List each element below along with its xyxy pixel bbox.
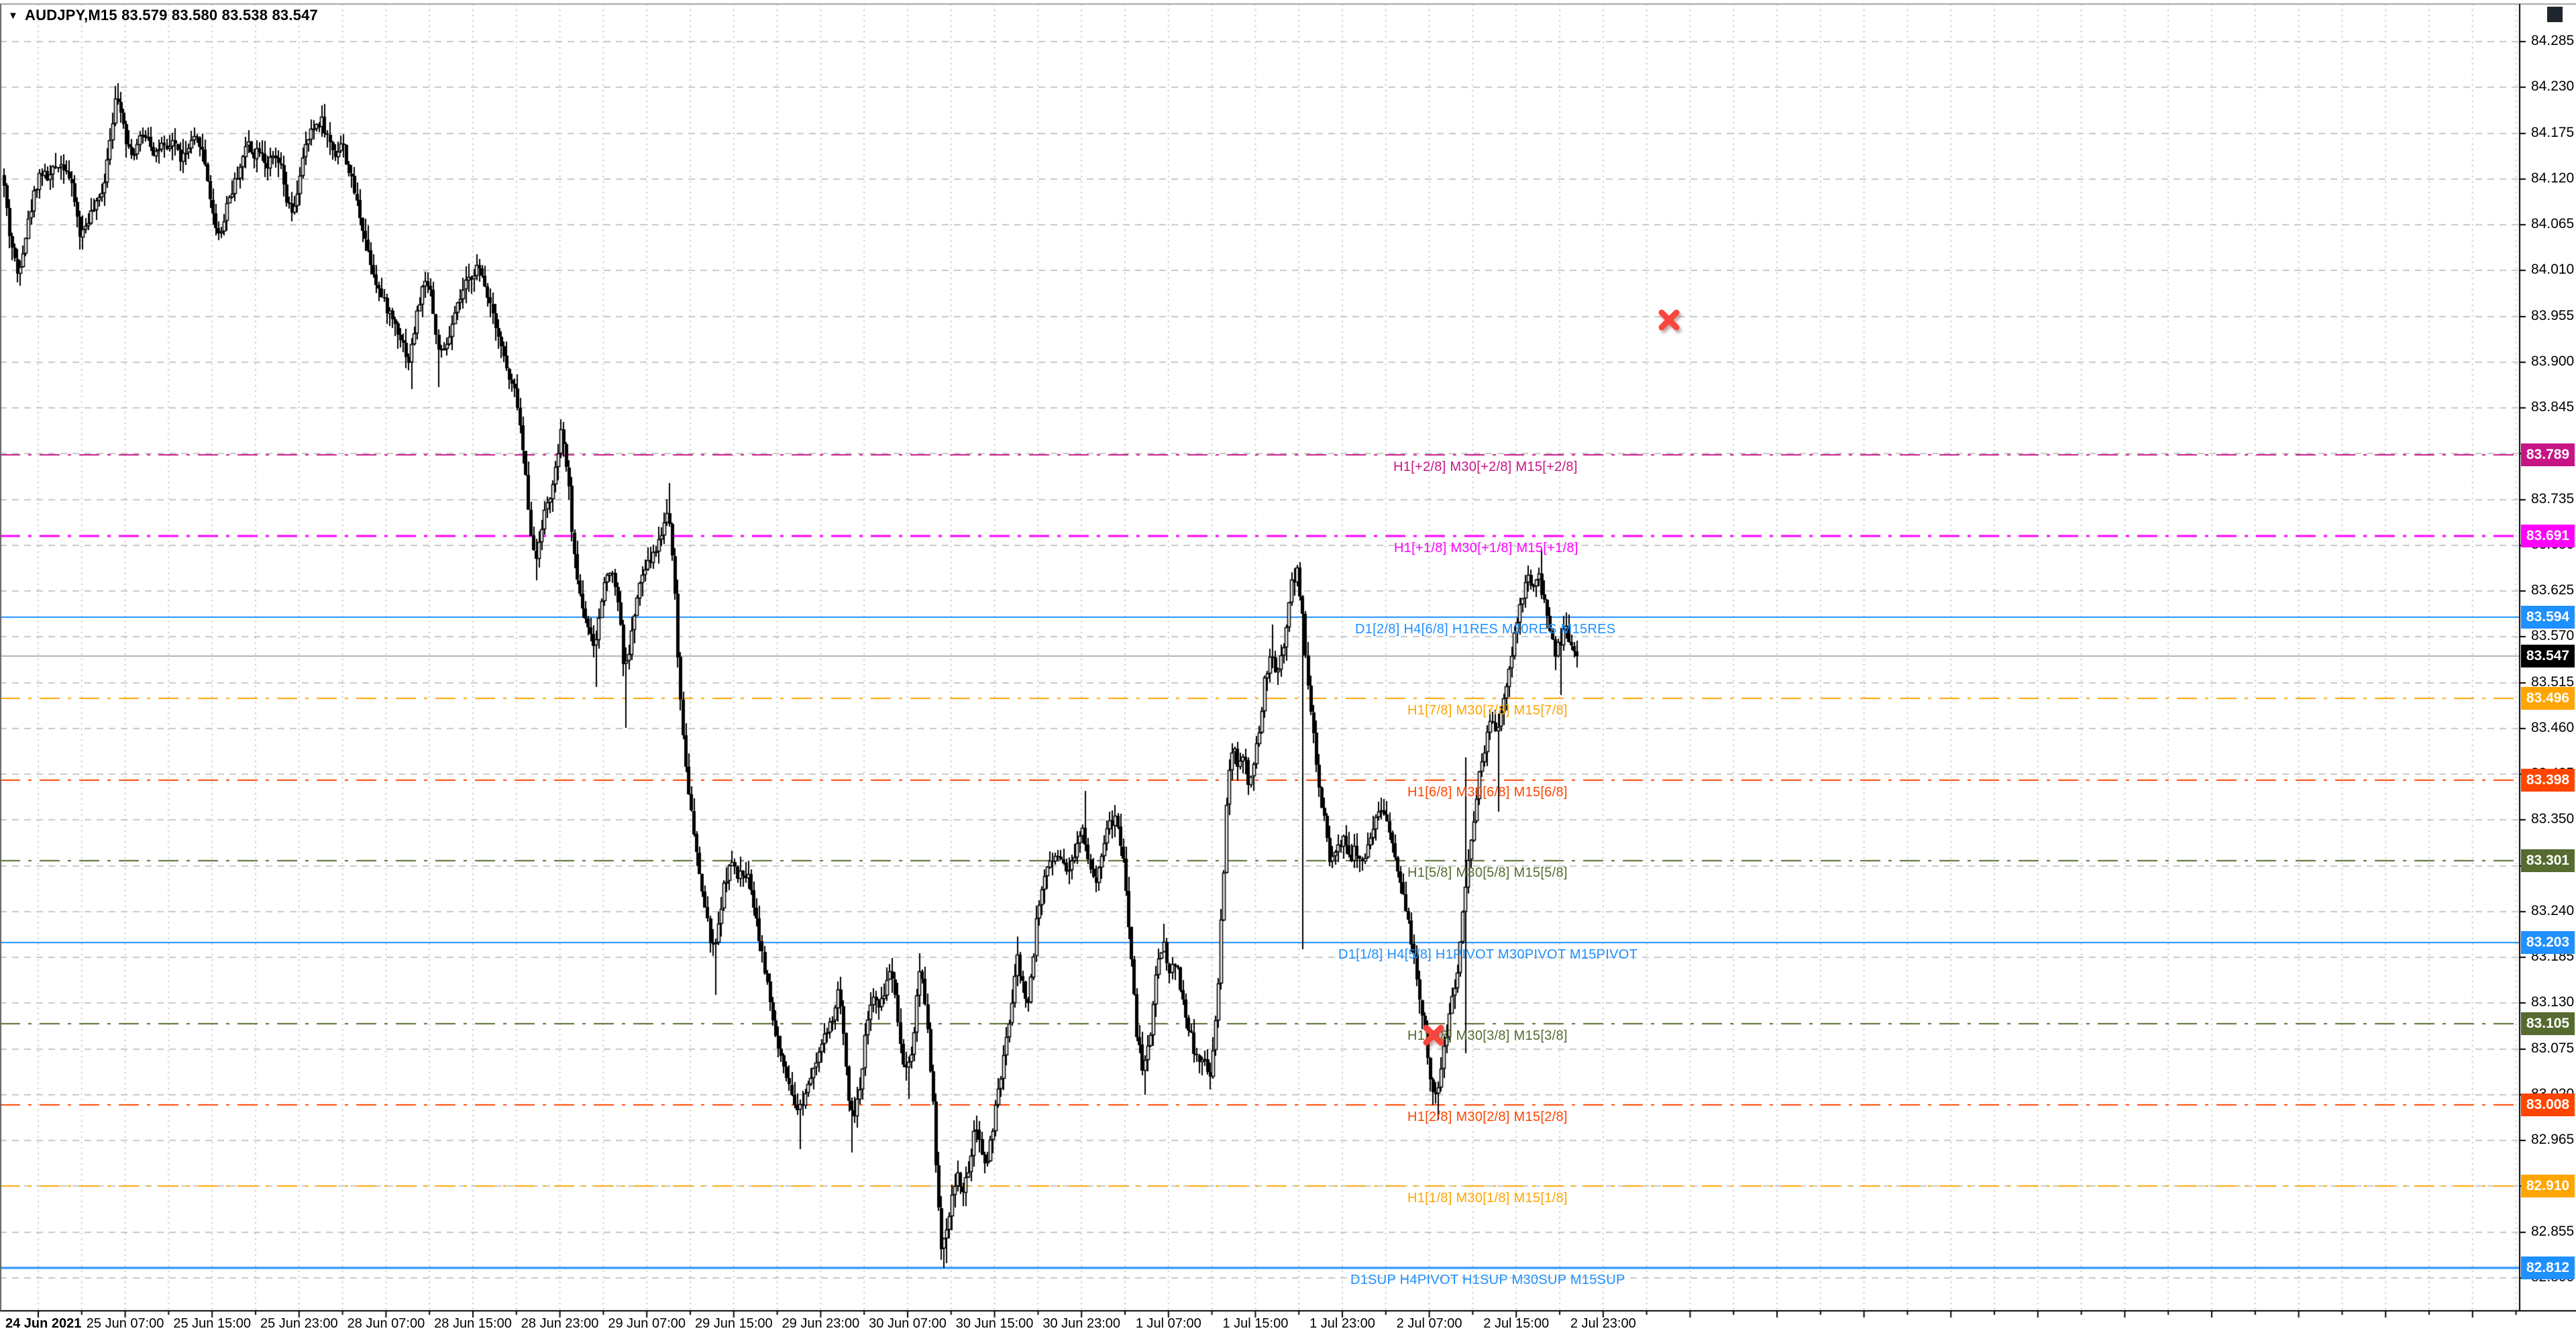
time-tick-label: 28 Jun 23:00 (521, 1316, 599, 1331)
time-tick-label: 1 Jul 23:00 (1309, 1316, 1375, 1331)
time-tick-label: 28 Jun 15:00 (434, 1316, 512, 1331)
price-badge: 83.398 (2521, 768, 2575, 792)
time-tick-label: 30 Jun 23:00 (1042, 1316, 1121, 1331)
time-tick-label: 1 Jul 07:00 (1135, 1316, 1201, 1331)
time-tick-label: 25 Jun 07:00 (86, 1316, 164, 1331)
price-tick-label: 83.625 (2531, 582, 2575, 598)
price-badge: 83.594 (2521, 605, 2575, 629)
time-tick-label: 2 Jul 15:00 (1483, 1316, 1550, 1331)
price-tick-label: 84.285 (2531, 33, 2575, 48)
price-tick-label: 83.570 (2531, 628, 2575, 644)
price-badge: 83.691 (2521, 525, 2575, 548)
level-label: H1[+2/8] M30[+2/8] M15[+2/8] (1393, 459, 1578, 474)
price-tick-label: 83.240 (2531, 902, 2575, 918)
level-label: D1[1/8] H4[5/8] H1PIVOT M30PIVOT M15PIVO… (1338, 947, 1638, 962)
price-badge: 82.812 (2521, 1256, 2575, 1279)
time-tick-label: 29 Jun 07:00 (608, 1316, 686, 1331)
price-badge: 83.789 (2521, 443, 2575, 466)
level-label: H1[7/8] M30[7/8] M15[7/8] (1407, 703, 1568, 718)
price-badge: 83.496 (2521, 687, 2575, 710)
price-tick-label: 84.175 (2531, 124, 2575, 140)
time-tick-label: 29 Jun 15:00 (694, 1316, 773, 1331)
sell-cross-marker-icon[interactable] (1654, 305, 1684, 335)
time-tick-label: 25 Jun 23:00 (260, 1316, 338, 1331)
time-tick-label: 24 Jun 2021 (5, 1316, 82, 1331)
level-label: H1[1/8] M30[1/8] M15[1/8] (1407, 1191, 1568, 1206)
time-tick-label: 28 Jun 07:00 (347, 1316, 425, 1331)
level-label: H1[5/8] M30[5/8] M15[5/8] (1407, 865, 1568, 881)
price-tick-label: 83.460 (2531, 719, 2575, 735)
price-tick-label: 83.735 (2531, 490, 2575, 506)
time-tick-label: 25 Jun 15:00 (173, 1316, 252, 1331)
sell-cross-marker-icon[interactable] (1419, 1020, 1448, 1050)
price-tick-label: 84.120 (2531, 170, 2575, 186)
time-tick-label: 30 Jun 15:00 (955, 1316, 1034, 1331)
level-label: H1[3/8] M30[3/8] M15[3/8] (1407, 1028, 1568, 1044)
price-tick-label: 83.075 (2531, 1040, 2575, 1056)
time-tick-label: 1 Jul 15:00 (1222, 1316, 1289, 1331)
price-tick-label: 83.845 (2531, 399, 2575, 415)
price-badge: 83.105 (2521, 1012, 2575, 1036)
price-tick-label: 83.955 (2531, 307, 2575, 323)
chart-title: ▼ AUDJPY,M15 83.579 83.580 83.538 83.547 (8, 7, 318, 24)
price-badge: 83.547 (2521, 644, 2575, 667)
level-label: H1[2/8] M30[2/8] M15[2/8] (1407, 1109, 1568, 1124)
price-badge: 83.008 (2521, 1093, 2575, 1116)
symbol-dropdown-arrow-icon[interactable]: ▼ (8, 10, 19, 21)
level-label: D1SUP H4PIVOT H1SUP M30SUP M15SUP (1350, 1272, 1625, 1287)
symbol-ohlc-text: AUDJPY,M15 83.579 83.580 83.538 83.547 (25, 7, 318, 23)
time-tick-label: 29 Jun 23:00 (782, 1316, 860, 1331)
level-label: H1[6/8] M30[6/8] M15[6/8] (1407, 784, 1568, 800)
price-tick-label: 83.130 (2531, 994, 2575, 1010)
level-label: H1[+1/8] M30[+1/8] M15[+1/8] (1394, 541, 1578, 556)
time-tick-label: 2 Jul 23:00 (1570, 1316, 1636, 1331)
level-label: D1[2/8] H4[6/8] H1RES M30RES M15RES (1355, 621, 1616, 637)
time-tick-label: 2 Jul 07:00 (1396, 1316, 1462, 1331)
price-tick-label: 82.855 (2531, 1223, 2575, 1239)
price-tick-label: 84.010 (2531, 262, 2575, 278)
price-tick-label: 82.965 (2531, 1132, 2575, 1148)
price-tick-label: 84.065 (2531, 216, 2575, 232)
time-tick-label: 30 Jun 07:00 (869, 1316, 947, 1331)
price-tick-label: 84.230 (2531, 78, 2575, 95)
price-tick-label: 83.350 (2531, 811, 2575, 827)
chart-shift-box[interactable] (2547, 7, 2563, 22)
price-tick-label: 83.900 (2531, 353, 2575, 369)
price-badge: 82.910 (2521, 1175, 2575, 1198)
price-badge: 83.203 (2521, 930, 2575, 954)
price-tick-label: 83.515 (2531, 674, 2575, 690)
price-badge: 83.301 (2521, 849, 2575, 873)
